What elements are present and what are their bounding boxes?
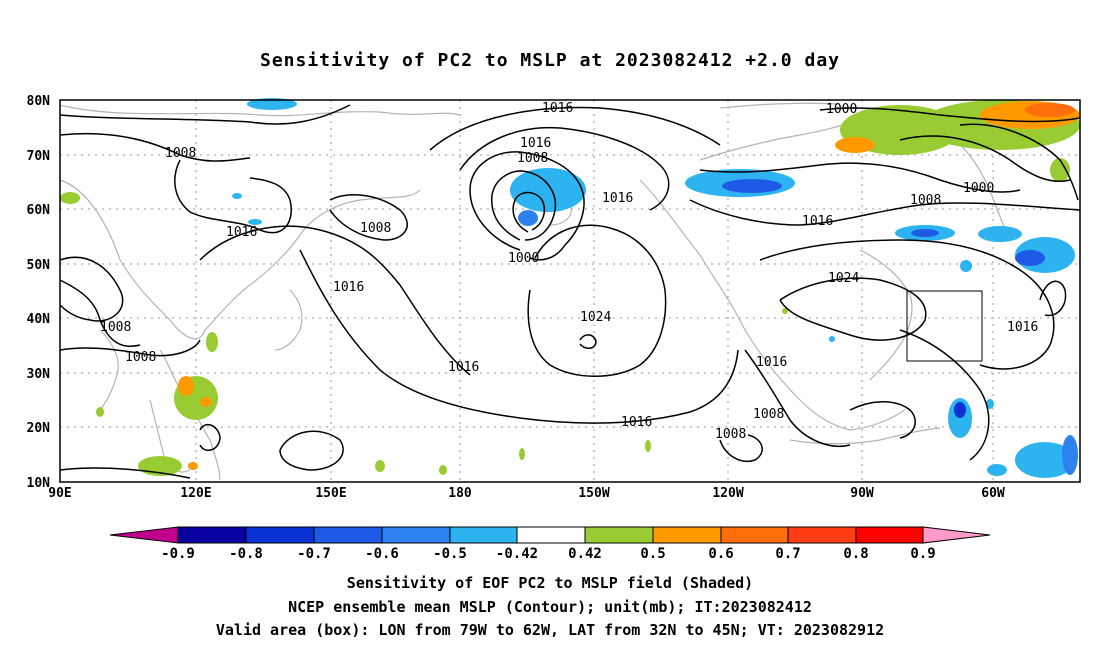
contour-label: 1008 bbox=[165, 146, 196, 161]
colorbar-cell bbox=[584, 526, 654, 544]
lon-label: 180 bbox=[448, 486, 472, 501]
colorbar-cell bbox=[787, 526, 857, 544]
map-frame bbox=[59, 99, 1081, 483]
contour-label: 1016 bbox=[621, 415, 652, 430]
contour-label: 1016 bbox=[1007, 320, 1038, 335]
contour-label: 1024 bbox=[828, 271, 859, 286]
lon-label: 150E bbox=[315, 486, 346, 501]
colorbar-tick-label: 0.42 bbox=[568, 546, 602, 562]
caption-shaded: Sensitivity of EOF PC2 to MSLP field (Sh… bbox=[346, 574, 754, 592]
lon-label: 90W bbox=[850, 486, 874, 501]
colorbar-low-triangle bbox=[109, 526, 179, 544]
colorbar-tick-label: 0.6 bbox=[708, 546, 733, 562]
lon-label: 90E bbox=[48, 486, 71, 501]
lat-label: 50N bbox=[27, 258, 51, 273]
contour-label: 1008 bbox=[715, 427, 746, 442]
colorbar-tick-label: -0.7 bbox=[297, 546, 331, 562]
lat-label: 70N bbox=[27, 149, 51, 164]
lat-label: 30N bbox=[27, 367, 51, 382]
lat-label: 40N bbox=[27, 312, 51, 327]
colorbar-tick-label: 0.9 bbox=[910, 546, 935, 562]
contour-label: 1000 bbox=[963, 181, 994, 196]
contour-label: 1016 bbox=[756, 355, 787, 370]
contour-label: 1016 bbox=[520, 136, 551, 151]
contour-label: 1024 bbox=[580, 310, 611, 325]
colorbar-cell bbox=[449, 526, 518, 544]
contour-label: 1000 bbox=[508, 251, 539, 266]
caption-valid-area: Valid area (box): LON from 79W to 62W, L… bbox=[215, 621, 885, 639]
map-title: Sensitivity of PC2 to MSLP at 2023082412… bbox=[259, 50, 840, 71]
colorbar-tick-label: 0.5 bbox=[640, 546, 665, 562]
lat-label: 60N bbox=[27, 203, 51, 218]
colorbar-tick-label: 0.8 bbox=[843, 546, 868, 562]
contour-label: 1008 bbox=[360, 221, 391, 236]
colorbar-tick-label: -0.6 bbox=[365, 546, 399, 562]
shaded-sensitivity bbox=[60, 98, 1080, 478]
lat-label: 20N bbox=[27, 421, 51, 436]
colorbar-cell bbox=[855, 526, 924, 544]
lat-label: 80N bbox=[27, 94, 51, 109]
contour-label: 1016 bbox=[802, 214, 833, 229]
latitude-labels: 80N 70N 60N 50N 40N 30N 20N 10N bbox=[27, 94, 51, 491]
colorbar-tick-label: -0.5 bbox=[433, 546, 467, 562]
contour-label: 1016 bbox=[602, 191, 633, 206]
colorbar-cell bbox=[652, 526, 722, 544]
colorbar-cell bbox=[177, 526, 247, 544]
contour-label: 1016 bbox=[226, 225, 257, 240]
contour-labels: 1016 1000 1016 1008 1008 1016 1008 1000 … bbox=[100, 101, 1038, 442]
colorbar-cell bbox=[720, 526, 789, 544]
colorbar-tick-label: 0.7 bbox=[775, 546, 800, 562]
contour-label: 1016 bbox=[542, 101, 573, 116]
lat-label: 10N bbox=[27, 476, 51, 491]
colorbar-cell bbox=[516, 526, 586, 544]
colorbar-cell bbox=[381, 526, 451, 544]
lon-label: 120W bbox=[712, 486, 743, 501]
contour-label: 1008 bbox=[753, 407, 784, 422]
lon-label: 60W bbox=[981, 486, 1005, 501]
lon-label: 150W bbox=[578, 486, 609, 501]
mslp-contours bbox=[59, 104, 1081, 479]
contour-label: 1008 bbox=[517, 151, 548, 166]
longitude-labels: 90E 120E 150E 180 150W 120W 90W 60W bbox=[48, 486, 1005, 501]
colorbar-cell bbox=[245, 526, 315, 544]
contour-label: 1016 bbox=[448, 360, 479, 375]
colorbar: -0.9 -0.8 -0.7 -0.6 -0.5 -0.42 0.42 0.5 … bbox=[109, 526, 991, 562]
caption-contour: NCEP ensemble mean MSLP (Contour); unit(… bbox=[288, 598, 812, 616]
valid-area-box bbox=[906, 290, 983, 362]
contour-label: 1008 bbox=[100, 320, 131, 335]
contour-label: 1016 bbox=[333, 280, 364, 295]
colorbar-tick-label: -0.42 bbox=[496, 546, 538, 562]
contour-label: 1000 bbox=[826, 102, 857, 117]
contour-label: 1008 bbox=[910, 193, 941, 208]
colorbar-tick-label: -0.9 bbox=[161, 546, 195, 562]
lon-label: 120E bbox=[180, 486, 211, 501]
contour-label: 1008 bbox=[125, 350, 156, 365]
colorbar-tick-label: -0.8 bbox=[229, 546, 263, 562]
colorbar-high-triangle bbox=[922, 526, 991, 544]
colorbar-cell bbox=[313, 526, 383, 544]
